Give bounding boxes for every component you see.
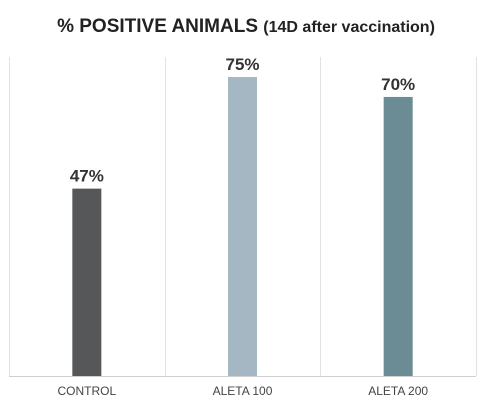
grid-layer (9, 57, 477, 377)
data-label: 47% (70, 167, 104, 186)
bar (383, 96, 413, 376)
chart-title: % POSITIVE ANIMALS (14D after vaccinatio… (0, 16, 492, 38)
x-tick-label: CONTROL (57, 384, 116, 398)
x-tick-label: ALETA 200 (368, 384, 428, 398)
labels-layer: 47% CONTROL 75% ALETA 100 70% ALETA 200 (57, 55, 428, 398)
data-label: 75% (225, 55, 259, 74)
bar (72, 188, 102, 376)
bar (228, 77, 257, 376)
chart-title-sub: (14D after vaccination) (263, 19, 435, 36)
chart-title-main: % POSITIVE ANIMALS (57, 16, 259, 37)
x-tick-label: ALETA 100 (213, 384, 273, 398)
data-label: 70% (381, 75, 415, 94)
bars-layer (72, 77, 413, 376)
